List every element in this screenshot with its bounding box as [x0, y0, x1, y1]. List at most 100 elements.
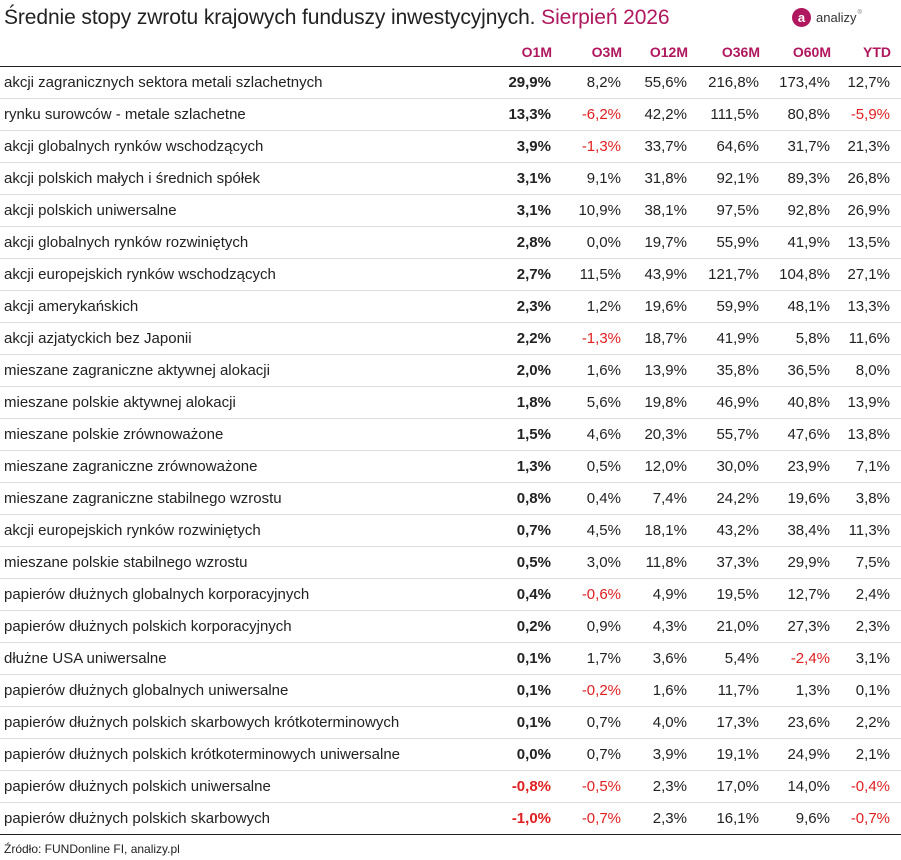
return-o3m: -6,2% — [562, 98, 632, 131]
return-o12m: 4,0% — [632, 706, 698, 739]
return-ytd: 13,9% — [841, 386, 901, 419]
fund-category-name: papierów dłużnych polskich korporacyjnyc… — [0, 610, 490, 643]
return-o12m: 12,0% — [632, 450, 698, 483]
fund-category-name: akcji amerykańskich — [0, 290, 490, 323]
table-row: akcji polskich uniwersalne 3,1% 10,9% 38,1%… — [0, 194, 901, 227]
return-o36m: 41,9% — [698, 322, 770, 355]
return-o3m: 0,5% — [562, 450, 632, 483]
return-o36m: 19,1% — [698, 738, 770, 771]
return-o36m: 97,5% — [698, 194, 770, 227]
return-o3m: 10,9% — [562, 194, 632, 227]
return-o1m: 0,5% — [490, 546, 562, 579]
return-o3m: -0,2% — [562, 674, 632, 707]
logo-text: analizy — [816, 9, 857, 25]
return-ytd: 3,1% — [841, 642, 901, 675]
table-row: akcji azjatyckich bez Japonii 2,2% -1,3% 18… — [0, 322, 901, 355]
return-o60m: 48,1% — [770, 290, 841, 323]
return-o3m: 4,5% — [562, 514, 632, 547]
fund-category-name: papierów dłużnych polskich skarbowych — [0, 802, 490, 835]
table-row: mieszane zagraniczne stabilnego wzrostu 0… — [0, 482, 901, 515]
return-ytd: 13,8% — [841, 418, 901, 451]
return-ytd: 2,1% — [841, 738, 901, 771]
return-o3m: 0,4% — [562, 482, 632, 515]
return-o3m: 9,1% — [562, 162, 632, 195]
return-o60m: 40,8% — [770, 386, 841, 419]
return-o36m: 37,3% — [698, 546, 770, 579]
return-o36m: 17,3% — [698, 706, 770, 739]
return-o60m: 47,6% — [770, 418, 841, 451]
return-o60m: 38,4% — [770, 514, 841, 547]
return-o36m: 111,5% — [698, 98, 770, 131]
return-o1m: 2,2% — [490, 322, 562, 355]
return-o1m: 0,1% — [490, 706, 562, 739]
return-ytd: 11,6% — [841, 322, 901, 355]
return-o12m: 2,3% — [632, 770, 698, 803]
fund-category-name: mieszane polskie stabilnego wzrostu — [0, 546, 490, 579]
return-o3m: -0,6% — [562, 578, 632, 611]
return-o36m: 19,5% — [698, 578, 770, 611]
return-o1m: 2,7% — [490, 258, 562, 291]
table-body: akcji zagranicznych sektora metali szlac… — [0, 66, 901, 835]
fund-category-name: akcji europejskich rynków wschodzących — [0, 258, 490, 291]
return-o12m: 19,8% — [632, 386, 698, 419]
table-row: papierów dłużnych polskich korporacyjnyc… — [0, 610, 901, 643]
table-row: akcji amerykańskich 2,3% 1,2% 19,6% 59,9% 48,… — [0, 290, 901, 323]
return-o60m: 89,3% — [770, 162, 841, 195]
return-ytd: 3,8% — [841, 482, 901, 515]
return-o3m: -1,3% — [562, 322, 632, 355]
return-o60m: 1,3% — [770, 674, 841, 707]
table-row: papierów dłużnych polskich skarbowych kr… — [0, 706, 901, 739]
analizy-logo-icon: a — [792, 7, 811, 27]
fund-category-name: akcji polskich uniwersalne — [0, 194, 490, 227]
title-main: Średnie stopy zwrotu krajowych funduszy … — [4, 6, 536, 29]
return-o1m: 29,9% — [490, 66, 562, 99]
return-ytd: 2,3% — [841, 610, 901, 643]
return-o36m: 55,7% — [698, 418, 770, 451]
return-ytd: 26,8% — [841, 162, 901, 195]
return-o3m: 1,7% — [562, 642, 632, 675]
return-o60m: 92,8% — [770, 194, 841, 227]
column-header-o1m: O1M — [490, 38, 562, 67]
return-o12m: 19,7% — [632, 226, 698, 259]
return-o36m: 64,6% — [698, 130, 770, 163]
return-o12m: 2,3% — [632, 802, 698, 835]
return-o36m: 21,0% — [698, 610, 770, 643]
return-o1m: 0,4% — [490, 578, 562, 611]
return-o1m: 2,0% — [490, 354, 562, 387]
return-o3m: 4,6% — [562, 418, 632, 451]
return-o60m: 24,9% — [770, 738, 841, 771]
fund-category-name: mieszane zagraniczne zrównoważone — [0, 450, 490, 483]
fund-category-name: rynku surowców - metale szlachetne — [0, 98, 490, 131]
return-o60m: -2,4% — [770, 642, 841, 675]
column-header-o3m: O3M — [562, 38, 632, 67]
column-header-o60m: O60M — [770, 38, 841, 67]
return-o1m: 0,0% — [490, 738, 562, 771]
analizy-logo[interactable]: a analizy® — [792, 7, 862, 27]
return-o60m: 104,8% — [770, 258, 841, 291]
table-row: dłużne USA uniwersalne 0,1% 1,7% 3,6% 5,4% -2… — [0, 642, 901, 675]
page-title: Średnie stopy zwrotu krajowych funduszy … — [4, 6, 670, 30]
return-o36m: 121,7% — [698, 258, 770, 291]
return-o12m: 18,7% — [632, 322, 698, 355]
return-o12m: 20,3% — [632, 418, 698, 451]
return-o60m: 5,8% — [770, 322, 841, 355]
return-o12m: 43,9% — [632, 258, 698, 291]
table-row: akcji globalnych rynków rozwiniętych 2,8%… — [0, 226, 901, 259]
table-row: akcji polskich małych i średnich spółek 3… — [0, 162, 901, 195]
fund-category-name: papierów dłużnych polskich skarbowych kr… — [0, 706, 490, 739]
analizy-logo-text: analizy® — [816, 10, 862, 25]
source-note: Źródło: FUNDonline FI, analizy.pl — [4, 842, 180, 856]
table-row: papierów dłużnych polskich skarbowych -1,… — [0, 802, 901, 835]
return-o60m: 12,7% — [770, 578, 841, 611]
return-ytd: -0,7% — [841, 802, 901, 835]
return-o12m: 4,3% — [632, 610, 698, 643]
return-ytd: 0,1% — [841, 674, 901, 707]
returns-table: O1M O3M O12M O36M O60M YTD akcji zagranicznyc… — [0, 38, 901, 835]
fund-category-name: mieszane zagraniczne stabilnego wzrostu — [0, 482, 490, 515]
return-o12m: 55,6% — [632, 66, 698, 99]
table-row: papierów dłużnych globalnych uniwersalne… — [0, 674, 901, 707]
return-o36m: 43,2% — [698, 514, 770, 547]
return-o1m: 1,3% — [490, 450, 562, 483]
fund-category-name: akcji azjatyckich bez Japonii — [0, 322, 490, 355]
return-o12m: 3,6% — [632, 642, 698, 675]
